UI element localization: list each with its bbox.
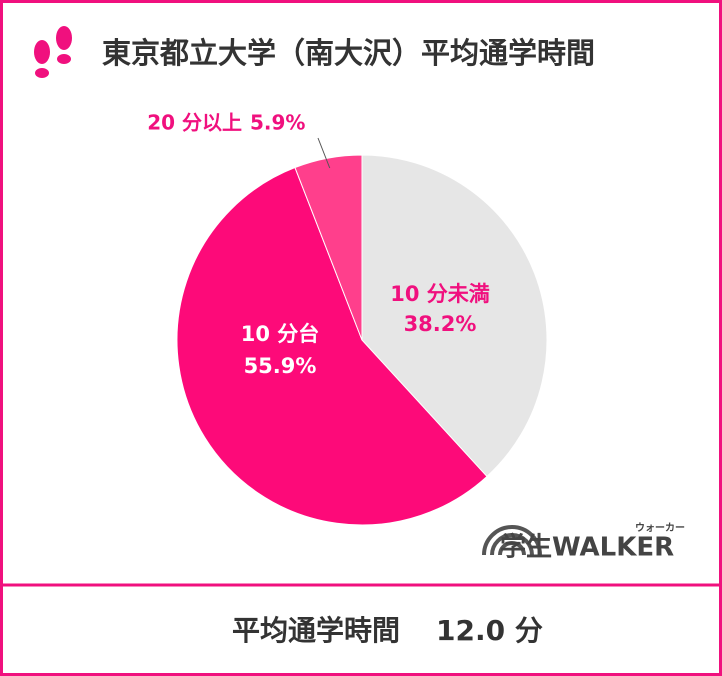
logo-text: 学生WALKER	[500, 532, 674, 563]
pie-slice	[294, 154, 363, 341]
slice-value-label: 5.9%	[250, 111, 305, 135]
logo: 学生WALKER ウォーカー	[482, 522, 685, 563]
footer-label: 平均通学時間	[232, 614, 400, 647]
footprints-icon	[34, 26, 72, 78]
footer-value: 12.0 分	[436, 614, 543, 647]
logo-ruby: ウォーカー	[635, 522, 685, 534]
chart-title: 東京都立大学（南大沢）平均通学時間	[102, 36, 595, 70]
slice-value-label: 38.2%	[404, 312, 477, 336]
slice-category: 10 分台	[241, 322, 320, 346]
slice-value-label: 55.9%	[244, 354, 317, 378]
pie-slice	[176, 166, 488, 526]
leader-line	[317, 137, 331, 169]
pie-slice	[361, 154, 548, 478]
slice-category: 10 分未満	[390, 282, 490, 306]
slice-category: 20 分以上	[147, 111, 242, 135]
